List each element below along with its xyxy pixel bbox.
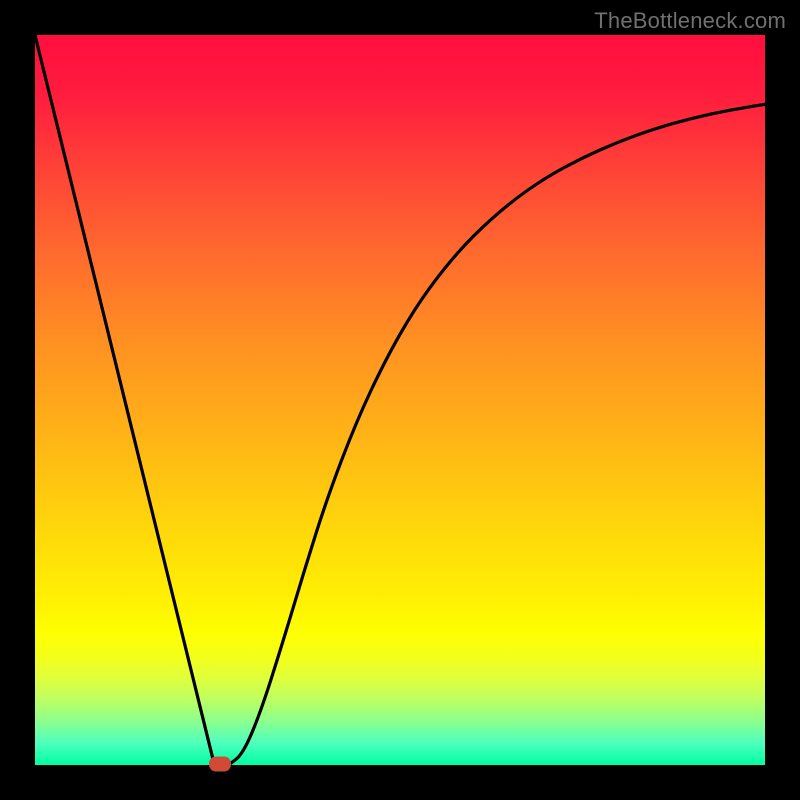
attribution-text: TheBottleneck.com: [594, 8, 786, 34]
chart-container: TheBottleneck.com: [0, 0, 800, 800]
bottleneck-curve: [35, 35, 765, 765]
optimum-marker: [209, 757, 231, 772]
plot-area: [35, 35, 765, 765]
